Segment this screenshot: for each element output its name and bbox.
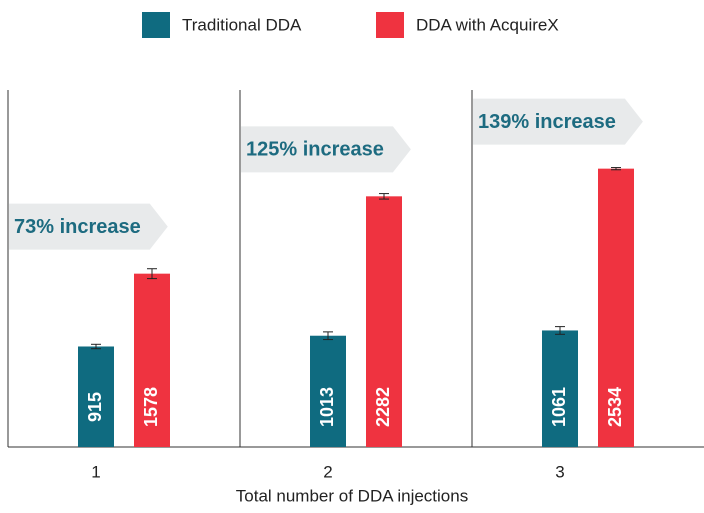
data-label: 1578	[141, 387, 161, 427]
annotation-arrow	[9, 203, 168, 250]
x-tick-label: 2	[323, 462, 332, 481]
error-bar	[147, 268, 157, 280]
data-label: 915	[85, 392, 105, 422]
data-label: 1061	[549, 387, 569, 427]
error-bar	[323, 331, 333, 341]
annotation-arrow	[473, 98, 643, 145]
bar	[78, 346, 114, 447]
legend-swatch	[142, 12, 170, 38]
error-bar	[555, 326, 565, 335]
legend-label: DDA with AcquireX	[416, 15, 559, 34]
bar	[310, 335, 346, 447]
data-label: 1013	[317, 387, 337, 427]
annotation: 125% increase	[246, 139, 384, 161]
error-bar	[611, 167, 621, 171]
bar	[366, 196, 402, 447]
legend-swatch	[376, 12, 404, 38]
annotation-arrow	[241, 126, 411, 173]
x-tick-label: 1	[91, 462, 100, 481]
error-bar	[379, 193, 389, 200]
error-bar	[91, 343, 101, 350]
annotation: 73% increase	[14, 216, 141, 238]
data-label: 2282	[373, 387, 393, 427]
bar	[598, 168, 634, 447]
data-label: 2534	[605, 387, 625, 427]
legend-label: Traditional DDA	[182, 15, 302, 34]
bar	[134, 273, 170, 447]
x-axis-label: Total number of DDA injections	[236, 486, 468, 505]
bar	[542, 330, 578, 447]
x-tick-label: 3	[555, 462, 564, 481]
annotation: 139% increase	[478, 111, 616, 133]
